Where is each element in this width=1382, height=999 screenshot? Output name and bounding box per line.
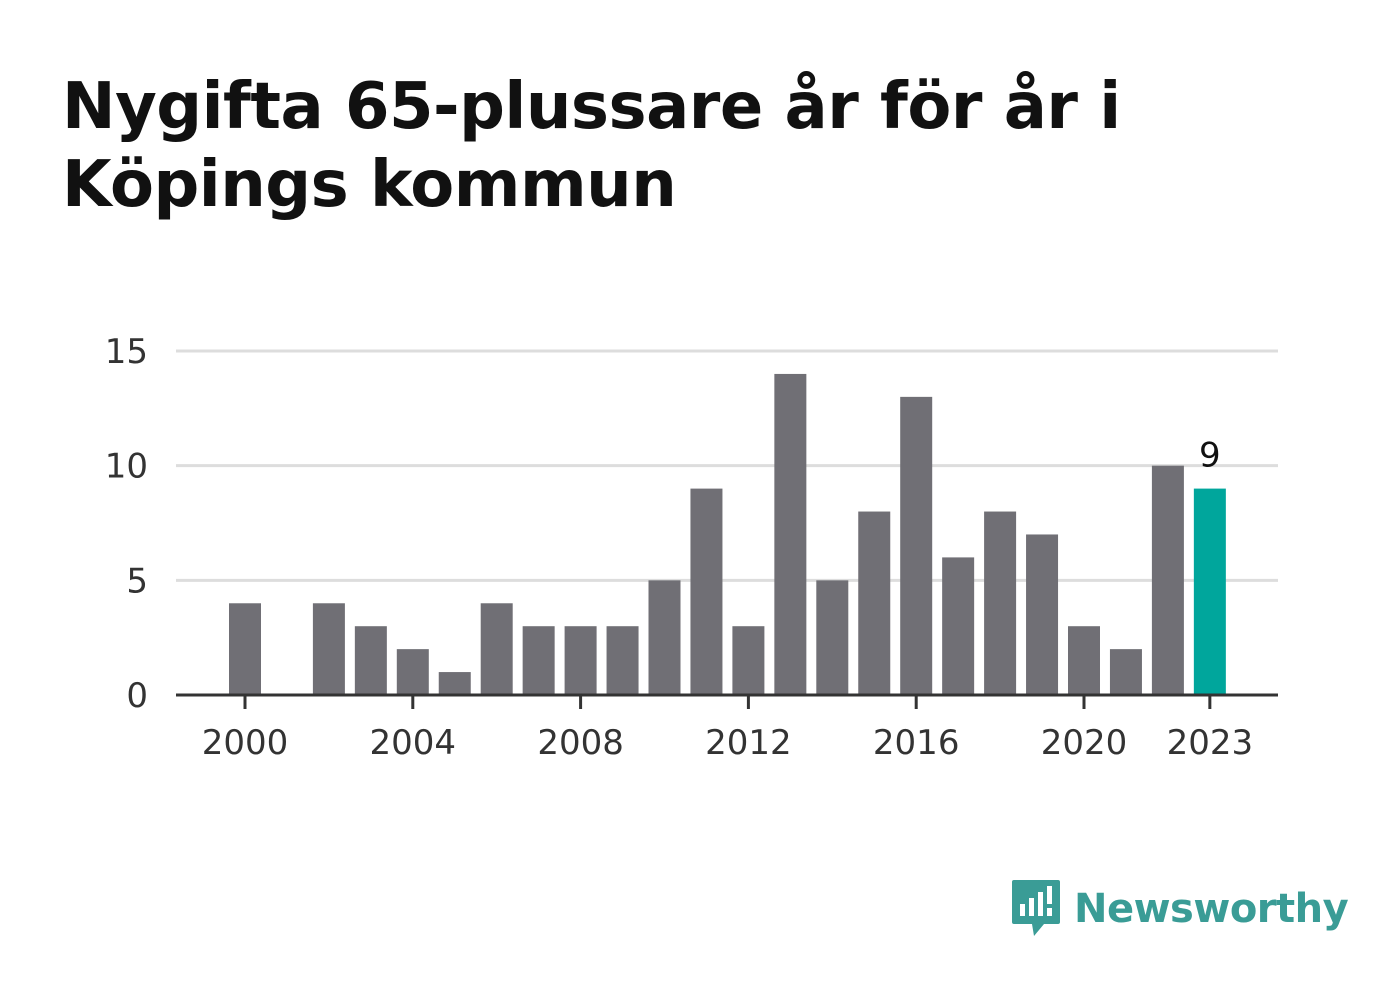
bar-2003 xyxy=(354,626,387,695)
labels: 0 5 10 15 2000 2004 2008 2012 2016 2020 2023 9 xyxy=(105,332,1253,763)
x-tick-label: 2023 xyxy=(1167,723,1254,763)
bar-2011 xyxy=(690,488,723,695)
bar-2017 xyxy=(942,557,975,695)
x-tick-label: 2000 xyxy=(202,723,289,763)
bar-2005 xyxy=(438,672,471,695)
bar-2015 xyxy=(858,511,891,695)
chart-title: Nygifta 65-plussare år för år i Köpings … xyxy=(62,70,1121,222)
axes xyxy=(176,693,1278,709)
y-tick-label: 0 xyxy=(126,676,148,716)
y-tick-label: 10 xyxy=(105,447,148,487)
bar-2000 xyxy=(229,603,261,695)
bar-2002 xyxy=(312,603,345,695)
y-tick-label: 5 xyxy=(126,561,148,601)
x-tick-label: 2012 xyxy=(705,723,792,763)
brand-logo: Newsworthy xyxy=(1010,878,1349,940)
newsworthy-logo-icon xyxy=(1012,880,1060,936)
bars xyxy=(229,373,1226,695)
y-tick-label: 15 xyxy=(105,332,148,372)
bar-2012 xyxy=(732,626,765,695)
x-tick-label: 2004 xyxy=(370,723,457,763)
bar-2020 xyxy=(1068,626,1100,695)
bar-2010 xyxy=(648,580,681,695)
bar-2014 xyxy=(816,580,849,695)
bar-2018 xyxy=(984,511,1017,695)
bar-2021 xyxy=(1109,649,1142,695)
bar-2013 xyxy=(774,373,807,695)
gridlines xyxy=(176,349,1278,582)
bar-2009 xyxy=(606,626,639,695)
bar-2023 xyxy=(1193,488,1226,695)
bar-2019 xyxy=(1026,534,1059,695)
bar-2007 xyxy=(522,626,555,695)
brand-name: Newsworthy xyxy=(1074,886,1349,932)
bar-2016 xyxy=(900,396,933,695)
bar-2004 xyxy=(396,649,429,695)
bar-2022 xyxy=(1151,465,1184,695)
data-label-highlight: 9 xyxy=(1199,436,1221,476)
bar-2008 xyxy=(564,626,597,695)
bar-2006 xyxy=(480,603,513,695)
x-tick-label: 2016 xyxy=(873,723,960,763)
x-tick-label: 2020 xyxy=(1041,723,1128,763)
x-tick-label: 2008 xyxy=(537,723,624,763)
